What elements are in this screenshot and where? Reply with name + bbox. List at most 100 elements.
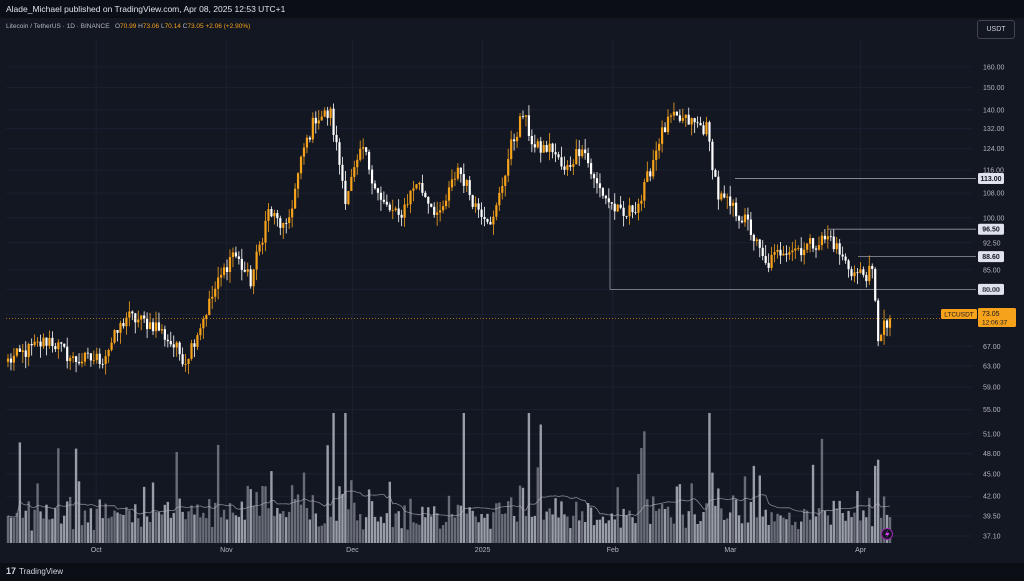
candle	[231, 247, 235, 268]
candle-body	[403, 204, 406, 218]
candle-body	[341, 164, 344, 181]
level-label: 113.00	[980, 176, 1001, 183]
candle-body	[788, 252, 791, 255]
candle	[462, 163, 465, 193]
candle	[382, 191, 385, 205]
candle-body	[444, 200, 448, 207]
candle-body	[797, 248, 800, 249]
candle-body	[332, 108, 335, 136]
candle-body	[140, 315, 143, 320]
candle-body	[267, 209, 270, 221]
candle-body	[172, 344, 175, 348]
legend-low: 70.14	[164, 23, 181, 30]
candle-body	[276, 213, 279, 219]
volume-bar	[764, 509, 767, 543]
volume-bar	[646, 499, 649, 543]
x-tick-label: Oct	[91, 547, 102, 554]
candle	[196, 332, 199, 351]
volume-bar	[249, 489, 252, 543]
candle-body	[252, 269, 255, 287]
candle-body	[181, 354, 184, 365]
candle-body	[817, 245, 821, 250]
flash-icon[interactable]	[881, 528, 893, 540]
y-tick-label: 150.00	[983, 85, 1005, 92]
y-tick-label: 92.50	[983, 240, 1001, 247]
candle	[856, 268, 859, 285]
volume-bar	[157, 512, 161, 543]
candle-body	[39, 341, 42, 347]
legend-symbol[interactable]: Litecoin / TetherUS · 1D · BINANCE	[6, 23, 110, 30]
candle-body	[160, 329, 164, 331]
y-tick-label: 45.00	[983, 472, 1001, 479]
candle	[726, 193, 729, 209]
currency-button[interactable]: USDT	[977, 20, 1015, 39]
legend-close: 73.05	[187, 23, 204, 30]
volume-bar	[77, 481, 81, 543]
candle-body	[125, 317, 128, 327]
candle-body	[9, 358, 13, 363]
candle	[12, 347, 16, 371]
candle	[193, 339, 196, 358]
candle	[708, 120, 711, 152]
candle-body	[302, 147, 306, 157]
candle	[480, 202, 483, 225]
candle-body	[737, 216, 741, 221]
volume-bar	[483, 517, 486, 543]
volume-bar	[444, 521, 448, 543]
volume-bar	[560, 501, 563, 543]
level-lines: 113.00 96.50 88.60 80.00	[609, 173, 1004, 295]
tradingview-logo[interactable]: 17 TradingView	[6, 566, 63, 576]
candle-body	[675, 111, 678, 116]
volume-bar	[178, 498, 181, 543]
candle	[54, 342, 57, 353]
candle-body	[734, 202, 738, 217]
candle-body	[785, 253, 788, 255]
volume-bar	[569, 528, 572, 543]
candle-body	[563, 166, 566, 170]
volume-bar	[86, 522, 90, 543]
candle	[471, 194, 474, 210]
candle-body	[231, 252, 235, 258]
candle	[723, 185, 726, 199]
candle-body	[572, 164, 575, 167]
volume-bar	[823, 510, 827, 543]
volume-bar	[213, 502, 217, 543]
price-axis[interactable]: 160.00 150.00 140.00 132.00 124.00 116.00 108.…	[983, 64, 1005, 540]
volume-bar	[625, 515, 628, 543]
candle-body	[131, 311, 134, 314]
volume-bar	[9, 517, 13, 543]
candle-body	[305, 137, 309, 148]
candle	[628, 197, 631, 225]
y-tick-label: 160.00	[983, 64, 1005, 71]
volume-bar	[592, 525, 596, 543]
volume-bar	[15, 512, 19, 543]
candle	[882, 309, 886, 345]
candle-body	[459, 167, 462, 175]
volume-bar	[258, 515, 261, 543]
symbol-legend: Litecoin / TetherUS · 1D · BINANCE O70.9…	[6, 23, 250, 30]
candle-body	[681, 117, 684, 121]
candle-body	[208, 298, 211, 316]
volume-bar	[385, 513, 389, 543]
candle-body	[578, 149, 581, 157]
volume-bar	[521, 487, 525, 543]
volume-bar	[388, 481, 392, 543]
candle	[326, 106, 329, 126]
time-axis[interactable]: Oct Nov Dec 2025 Feb Mar Apr	[91, 547, 867, 554]
volume-bar	[57, 448, 60, 543]
candle	[592, 172, 596, 189]
candle-body	[359, 148, 362, 160]
candle-body	[643, 182, 646, 201]
volume-bar	[447, 495, 451, 543]
candle-body	[430, 203, 433, 207]
candle-body	[702, 125, 705, 135]
volume-bar	[687, 511, 690, 543]
candle-body	[663, 127, 667, 133]
candle	[791, 241, 794, 261]
volume-bar	[746, 522, 750, 543]
candle-body	[412, 188, 415, 191]
candle	[122, 318, 125, 329]
candle-body	[729, 196, 732, 206]
volume-bar	[515, 521, 519, 543]
